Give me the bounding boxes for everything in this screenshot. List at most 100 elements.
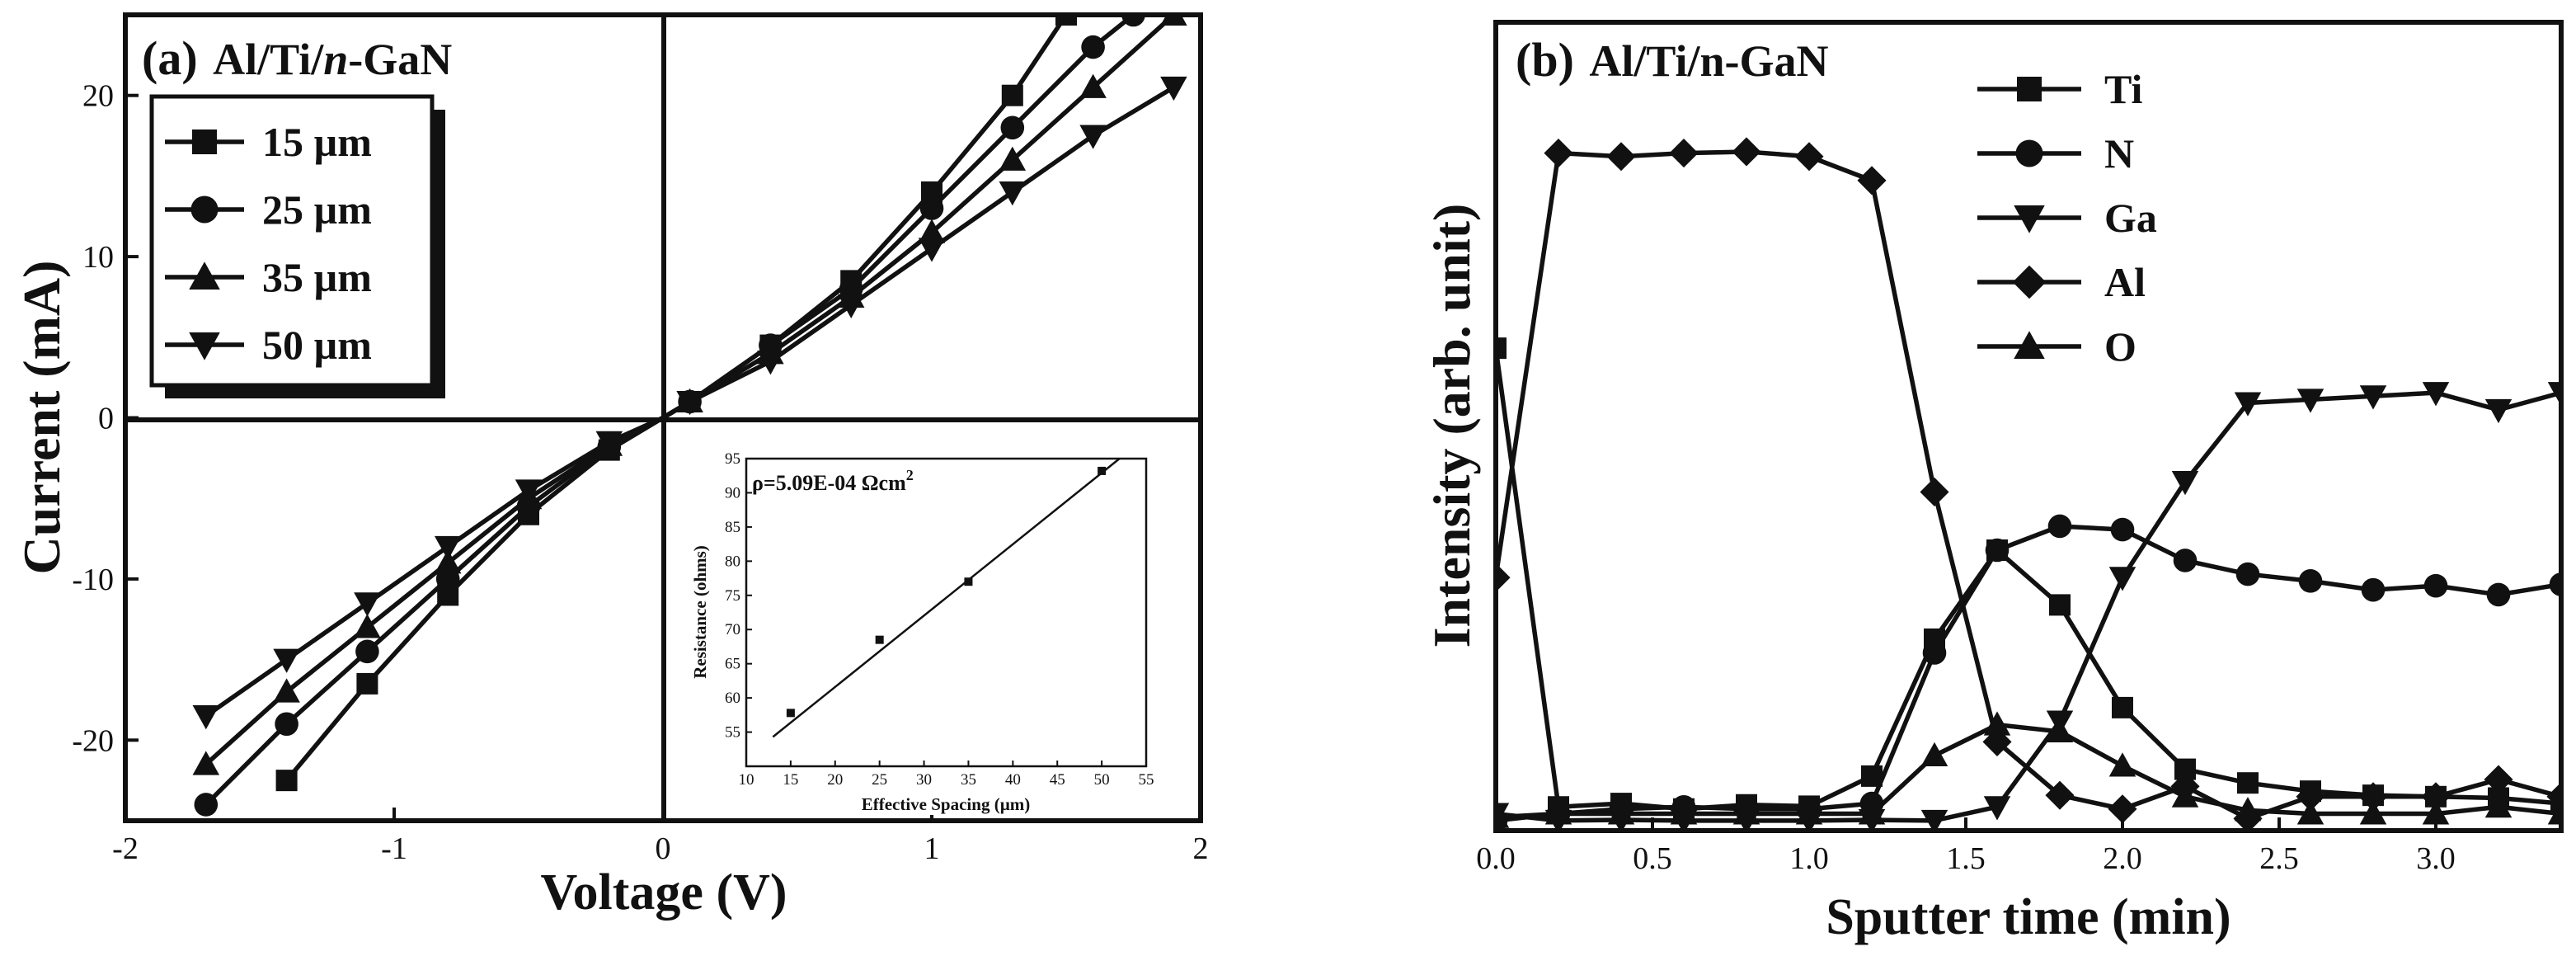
b-data-point [1920,742,1948,766]
b-data-point [1670,800,1698,825]
inset-ylabel: Resistance (ohms) [690,545,710,679]
b-data-point [2546,782,2561,812]
panel-b: 0.0 0.5 1.0 1.5 2.0 2.5 3.0 Intensity (arb. un… [1422,20,2564,945]
b-legend-entry: N [1977,130,2134,177]
b-data-point [1732,800,1760,825]
b-data-point [2235,562,2260,586]
inset-annotation: ρ=5.09E-04 Ωcm2 [752,467,914,495]
b-data-point [2108,752,2136,777]
a-data-point [1160,76,1187,101]
panel-a-title-suffix: -GaN [348,35,452,84]
a-x-tick-label: 0 [656,831,671,866]
b-x-tick-label: 2.0 [2103,841,2142,876]
b-data-point [2298,569,2323,593]
b-legend-label: Ti [2104,66,2142,112]
a-data-point [1000,115,1025,140]
inset-y-tick-label: 80 [725,553,740,570]
b-data-point [1794,142,1824,172]
inset-data-point [875,635,884,644]
a-data-point [273,648,300,673]
panel-a-inset: 10 15 20 25 30 35 40 45 50 55 55 60 65 70 75 80 85 90 95 ρ… [676,436,1171,815]
a-data-point [355,639,379,664]
panel-b-frame [1493,20,2564,833]
a-legend-entry: 50 µm [165,322,372,368]
b-data-point [1920,477,1949,506]
a-data-point [1079,73,1107,98]
a-data-point [757,351,784,375]
panel-a-title-main: Al/Ti/ [213,35,324,84]
a-data-point [192,751,220,775]
b-data-point [2484,794,2513,818]
panel-a-series [192,15,1187,817]
b-legend-marker [2012,265,2047,299]
inset-x-tick-label: 50 [1094,771,1110,789]
inset-x-tick-label: 15 [783,771,798,789]
a-y-tick-label: 20 [82,79,114,114]
a-legend-marker [189,261,220,290]
b-data-point [2484,765,2513,794]
b-data-point [1857,166,1887,195]
b-data-point [2547,800,2561,825]
panel-b-title-main: Al/Ti/n-GaN [1589,36,1828,86]
b-legend-marker [2015,139,2043,167]
inset-x-tick-label: 25 [872,771,887,789]
a-data-point [192,704,220,730]
b-data-point [1983,711,2011,736]
a-y-tick-label: -20 [72,723,114,758]
a-data-point [1001,84,1023,106]
inset-points [786,466,1107,718]
panel-a-y-ticks: -20 -10 0 10 20 [72,79,139,758]
panel-b-xlabel: Sputter time (min) [1826,889,2230,945]
a-legend-label: 15 µm [262,119,372,165]
b-data-point [1858,800,1886,825]
inset-data-point [964,577,973,586]
b-data-point [2359,385,2387,410]
b-data-point [2110,517,2135,542]
b-series-line [1496,347,2561,812]
a-data-point [273,678,300,703]
a-legend-label: 50 µm [262,322,372,368]
a-y-tick-label: -10 [72,563,114,597]
b-data-point [2549,572,2561,596]
panel-a-title: (a) Al/Ti/n-GaN [142,31,452,85]
b-x-tick-label: 0.5 [1633,841,1672,876]
inset-data-point [786,709,795,718]
b-series-line [1496,390,2561,823]
b-x-tick-label: 1.0 [1789,841,1829,876]
b-data-point [2361,577,2386,602]
inset-y-tick-label: 70 [725,621,740,638]
b-data-point [1795,800,1823,825]
b-legend-marker [2014,331,2045,359]
a-legend-marker [190,195,219,224]
a-data-point [354,614,381,638]
a-legend-entry: 15 µm [165,119,372,165]
a-data-point [1079,125,1107,149]
b-data-point [2171,783,2199,808]
b-x-tick-label: 3.0 [2416,841,2456,876]
a-legend-label: 35 µm [262,254,372,300]
inset-ticks: 10 15 20 25 30 35 40 45 50 55 55 60 65 70 75 80 85 90 95 [725,450,1154,789]
a-data-point [595,431,623,456]
b-data-point [1496,803,1510,828]
inset-annotation-sup: 2 [906,467,914,483]
b-x-tick-label: 1.5 [1946,841,1986,876]
a-data-point [356,672,378,695]
panel-b-title-prefix: (b) [1516,33,1574,87]
a-y-tick-label: 0 [98,402,114,436]
a-data-point [354,592,381,617]
inset-y-tick-label: 95 [725,450,740,468]
b-series-1 [1496,514,2561,831]
a-data-point [837,294,865,318]
b-legend-marker [2017,77,2042,101]
b-data-point [2423,573,2448,598]
b-data-point [2112,696,2133,718]
b-legend-entry: Ti [1977,66,2142,112]
b-legend-label: Al [2104,259,2146,305]
inset-x-tick-label: 35 [961,771,976,789]
inset-annotation-text: ρ=5.09E-04 Ωcm [752,471,906,495]
a-data-point [676,390,703,416]
inset-x-tick-label: 55 [1139,771,1154,789]
a-data-point [999,181,1027,206]
inset-y-tick-label: 75 [725,587,740,605]
